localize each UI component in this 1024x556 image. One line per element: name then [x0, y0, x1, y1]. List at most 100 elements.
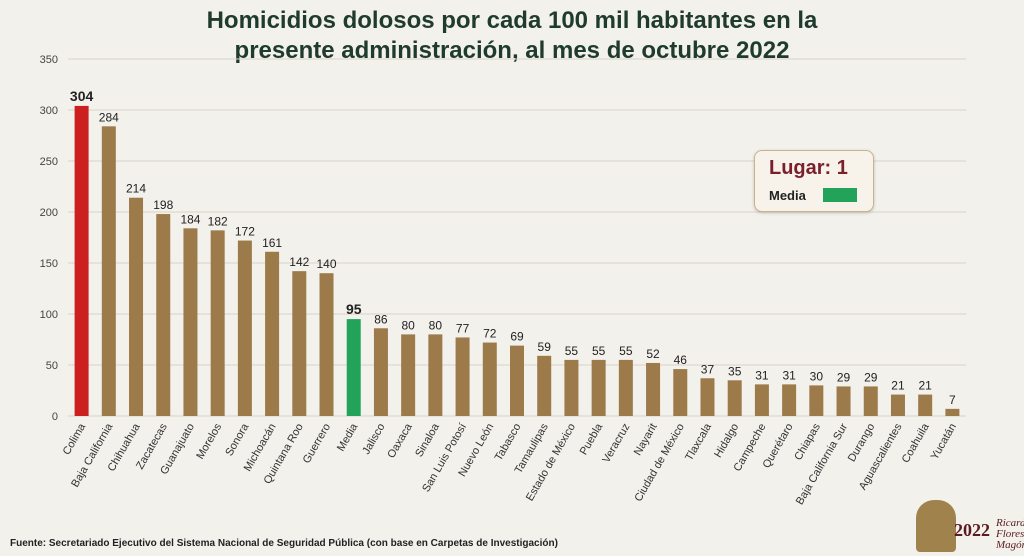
x-tick-label: Baja California Sur: [794, 421, 850, 507]
x-tick-label: Oaxaca: [385, 421, 415, 461]
bar: [945, 408, 960, 416]
bar: [129, 197, 144, 416]
bar: [754, 384, 769, 416]
bar: [74, 105, 89, 417]
bar: [510, 345, 524, 416]
y-tick-label: 300: [40, 105, 58, 117]
data-label: 198: [153, 198, 173, 212]
x-tick-label: Media: [335, 421, 361, 454]
bar: [292, 271, 307, 416]
bar: [646, 362, 661, 416]
bar: [537, 355, 552, 416]
data-label: 140: [316, 257, 336, 271]
legend-media-label: Media: [769, 188, 806, 203]
bar: [809, 385, 824, 416]
x-tick-label: Morelos: [194, 421, 224, 461]
chart-title: Homicidios dolosos por cada 100 mil habi…: [0, 6, 1024, 66]
data-label: 77: [456, 321, 470, 335]
y-tick-label: 100: [40, 309, 58, 321]
data-label: 182: [208, 214, 228, 228]
data-label: 31: [755, 368, 769, 382]
x-tick-label: Jalisco: [360, 422, 387, 457]
x-tick-label: Tlaxcala: [683, 421, 714, 463]
bar: [591, 359, 606, 416]
data-label: 29: [864, 370, 878, 384]
bar: [673, 369, 688, 416]
data-label: 52: [646, 347, 660, 361]
source-footer: Fuente: Secretariado Ejecutivo del Siste…: [10, 538, 558, 549]
bar: [237, 240, 252, 416]
bar: [700, 378, 715, 416]
legend-rank-label: Lugar:: [769, 157, 832, 179]
x-tick-label: Sinaloa: [413, 421, 442, 460]
logo-name: Ricardo Flores Magón: [996, 517, 1024, 551]
data-label: 214: [126, 182, 146, 196]
bar: [373, 328, 388, 416]
data-label: 7: [949, 393, 956, 407]
x-tick-label: Hidalgo: [712, 422, 741, 460]
bar: [618, 359, 633, 416]
bar: [265, 251, 280, 416]
bar: [918, 394, 933, 416]
data-label: 172: [235, 225, 255, 239]
bar: [210, 230, 225, 416]
x-tick-label: Yucatán: [929, 422, 959, 462]
bar: [482, 342, 497, 416]
data-label: 80: [429, 318, 443, 332]
bar: [836, 386, 851, 416]
bar: [401, 334, 416, 416]
y-tick-label: 50: [46, 360, 58, 372]
data-label: 142: [289, 255, 309, 269]
bar: [428, 334, 443, 416]
x-tick-label: Ciudad de México: [632, 422, 686, 504]
x-tick-label: Sonora: [223, 421, 252, 458]
bar: [101, 126, 116, 416]
bar: [455, 337, 470, 416]
data-label: 55: [592, 344, 606, 358]
y-tick-label: 250: [40, 156, 58, 168]
x-tick-label: Nayarit: [632, 422, 660, 458]
logo: 2022 Ricardo Flores Magón: [916, 500, 1024, 552]
data-label: 21: [919, 379, 933, 393]
data-label: 59: [538, 340, 552, 354]
y-tick-label: 150: [40, 258, 58, 270]
bar: [319, 273, 334, 416]
x-tick-label: Guerrero: [301, 422, 333, 466]
bar: [156, 214, 171, 416]
data-label: 55: [565, 344, 579, 358]
legend-rank-value: 1: [836, 157, 848, 179]
data-label: 161: [262, 236, 282, 250]
x-tick-label: Puebla: [578, 421, 606, 457]
y-tick-label: 350: [40, 54, 58, 66]
bar: [183, 228, 198, 416]
data-label: 30: [810, 369, 824, 383]
data-label: 304: [70, 88, 94, 104]
data-label: 21: [891, 379, 905, 393]
data-label: 69: [510, 330, 524, 344]
data-label: 80: [401, 318, 415, 332]
bar: [727, 380, 742, 416]
bar: [564, 359, 579, 416]
data-label: 95: [346, 301, 362, 317]
legend-rank: Lugar: 1: [769, 157, 848, 180]
data-label: 35: [728, 364, 742, 378]
y-tick-label: 200: [40, 207, 58, 219]
data-label: 46: [674, 353, 688, 367]
bar: [782, 384, 797, 416]
logo-year: 2022: [954, 520, 990, 540]
chart-title-line-1: Homicidios dolosos por cada 100 mil habi…: [206, 7, 818, 34]
data-label: 31: [782, 368, 796, 382]
x-tick-label: Coahuila: [900, 421, 933, 465]
legend-box: Lugar: 1 Media: [754, 150, 874, 212]
x-tick-label: Estado de México: [524, 422, 578, 504]
x-tick-label: Veracruz: [600, 422, 632, 466]
data-label: 55: [619, 344, 633, 358]
bar: [890, 394, 905, 416]
data-label: 29: [837, 370, 851, 384]
y-tick-label: 0: [52, 411, 58, 423]
data-label: 37: [701, 362, 715, 376]
data-label: 72: [483, 327, 497, 341]
bar: [346, 319, 361, 416]
data-label: 284: [99, 110, 119, 124]
